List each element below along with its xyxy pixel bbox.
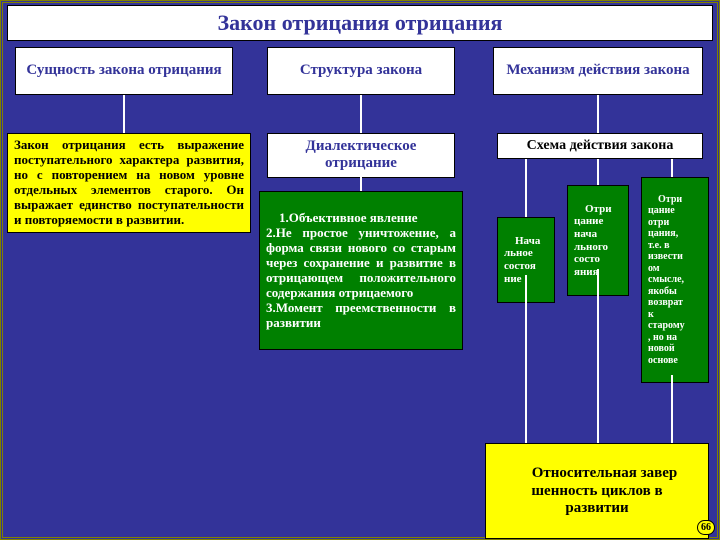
connector: [360, 95, 362, 133]
closure-text: Относительная завер шенность циклов в ра…: [531, 465, 677, 516]
essence-text: Закон отрицания есть выражение поступате…: [14, 137, 244, 227]
header-structure: Структура закона: [267, 47, 455, 95]
connector: [525, 159, 527, 217]
connector: [360, 173, 362, 191]
slide: Закон отрицания отрицания Сущность закон…: [0, 0, 720, 540]
scheme-title-box: Схема действия закона: [497, 133, 703, 159]
dialectic-title: Диалектическое отрицание: [306, 138, 417, 171]
scheme-box-1-text: Нача льное состоя ние: [504, 235, 540, 285]
scheme-box-3-text: Отри цание отри цания, т.е. в извести ом…: [648, 194, 685, 366]
connector: [671, 159, 673, 177]
scheme-title: Схема действия закона: [527, 138, 674, 153]
closure-box: Относительная завер шенность циклов в ра…: [485, 443, 709, 539]
header-mechanism: Механизм действия закона: [493, 47, 703, 95]
header-mechanism-label: Механизм действия закона: [506, 62, 689, 79]
connector: [597, 269, 599, 443]
scheme-box-2-text: Отри цание нача льного состо яния: [574, 203, 612, 278]
slide-number-badge: 66: [697, 520, 715, 535]
connector: [525, 275, 527, 443]
dialectic-title-box: Диалектическое отрицание: [267, 133, 455, 178]
header-essence: Сущность закона отрицания: [15, 47, 233, 95]
dialectic-body-box: 1.Объективное явление 2.Не простое уничт…: [259, 191, 463, 350]
slide-number: 66: [701, 522, 711, 533]
slide-title: Закон отрицания отрицания: [8, 10, 712, 36]
connector: [597, 95, 599, 133]
header-essence-label: Сущность закона отрицания: [26, 62, 221, 79]
scheme-box-3: Отри цание отри цания, т.е. в извести ом…: [641, 177, 709, 383]
connector: [123, 95, 125, 133]
connector: [597, 159, 599, 185]
header-structure-label: Структура закона: [300, 62, 422, 79]
title-bar: Закон отрицания отрицания: [7, 5, 713, 41]
dialectic-body: 1.Объективное явление 2.Не простое уничт…: [266, 210, 459, 330]
connector: [671, 375, 673, 443]
essence-box: Закон отрицания есть выражение поступате…: [7, 133, 251, 233]
